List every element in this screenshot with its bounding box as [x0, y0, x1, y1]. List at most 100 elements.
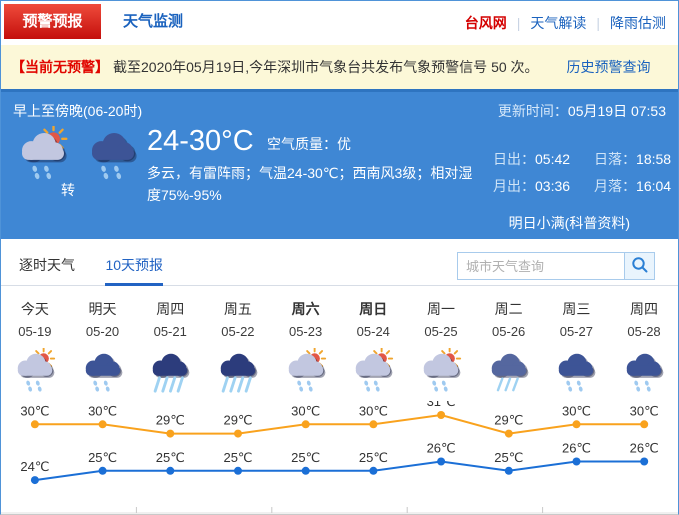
- top-bar: 预警预报 天气监测 台风网 | 天气解读 | 降雨估测: [1, 1, 678, 45]
- history-alert-link[interactable]: 历史预警查询: [566, 59, 651, 75]
- day-label: 周一: [426, 301, 455, 317]
- date-label: 05-23: [288, 324, 323, 339]
- tab-ten-day-forecast[interactable]: 10天预报: [105, 246, 164, 286]
- air-quality-label: 空气质量：: [267, 136, 337, 152]
- svg-text:26℃: 26℃: [562, 441, 591, 456]
- date-label: 05-26: [492, 324, 526, 339]
- svg-text:29℃: 29℃: [223, 413, 252, 428]
- sunset-value: 18:58: [636, 151, 672, 167]
- weather-icon-sun-rain: [15, 124, 71, 187]
- date-label: 05-25: [424, 324, 458, 339]
- forecast-day-column[interactable]: 周一 05-25: [407, 286, 475, 398]
- moonrise-label: 月出：: [493, 178, 535, 194]
- forecast-day-column[interactable]: 明天 05-20: [69, 286, 137, 398]
- forecast-day-column[interactable]: 周五 05-22: [204, 286, 272, 398]
- sunset-time: 日落：18:58: [594, 149, 671, 169]
- blue-divider: [1, 89, 678, 92]
- period-title: 早上至傍晚(06-20时): [13, 103, 143, 119]
- link-typhoon-net[interactable]: 台风网: [464, 15, 507, 31]
- day-label: 今天: [20, 301, 49, 317]
- forecast-day-column[interactable]: 周四 05-21: [136, 286, 204, 398]
- moonset-label: 月落：: [594, 178, 637, 194]
- temp-chart: 30℃ 30℃ 29℃ 29℃ 30℃ 30℃ 31℃ 29℃ 30℃ 30℃ 24℃ 25℃ 25℃ 2…: [1, 401, 678, 514]
- top-links: 台风网 | 天气解读 | 降雨估测: [465, 13, 666, 33]
- air-quality: 空气质量：优: [267, 134, 351, 154]
- forecast-day-column[interactable]: 周六 05-23: [272, 286, 340, 398]
- svg-text:31℃: 31℃: [427, 401, 456, 409]
- search-icon: [631, 256, 649, 277]
- search-button[interactable]: [624, 253, 654, 279]
- moonset-time: 月落：16:04: [594, 176, 671, 196]
- svg-text:25℃: 25℃: [291, 450, 320, 465]
- transition-label: 转: [61, 182, 75, 198]
- day-label: 周二: [494, 301, 523, 317]
- weather-icon-rain-cloud: [85, 126, 141, 187]
- forecast-tab-bar: 逐时天气 10天预报: [1, 246, 678, 286]
- svg-text:30℃: 30℃: [88, 403, 117, 418]
- date-label: 05-20: [85, 324, 120, 339]
- day-label: 周五: [223, 301, 252, 317]
- date-label: 05-21: [153, 324, 187, 339]
- svg-text:25℃: 25℃: [223, 450, 252, 465]
- svg-text:29℃: 29℃: [494, 413, 523, 428]
- day-label: 周日: [359, 301, 388, 317]
- weather-icon-cloud-rain-dots: [543, 348, 611, 398]
- separator: |: [516, 15, 521, 31]
- search-input[interactable]: [458, 253, 624, 279]
- almanac-link[interactable]: 明日小满(科普资料): [508, 215, 630, 231]
- separator: |: [596, 15, 600, 31]
- forecast-day-column[interactable]: 周三 05-27: [543, 286, 611, 398]
- link-rain-estimate[interactable]: 降雨估测: [610, 15, 666, 31]
- moonrise-time: 月出：03:36: [493, 176, 570, 196]
- ten-day-forecast: 今天 05-19 明天 05-20 周四 05-21 周五 05-22 周六 05-23 周日 05-…: [1, 286, 678, 514]
- current-weather-panel: 早上至傍晚(06-20时) 更新时间：05月19日 07:53 转 24-30°…: [1, 92, 678, 239]
- weather-icon-cloud-rain-heavy: [204, 348, 272, 398]
- svg-text:30℃: 30℃: [562, 403, 591, 418]
- update-time-label: 更新时间：: [497, 103, 568, 119]
- svg-text:25℃: 25℃: [156, 450, 185, 465]
- sun-moon-times: 日出：05:42 日落：18:58 月出：03:36 月落：16:04: [493, 149, 671, 196]
- weather-icon-cloud-rain-medium: [475, 348, 543, 398]
- svg-text:30℃: 30℃: [359, 403, 388, 418]
- forecast-day-column[interactable]: 周日 05-24: [339, 286, 407, 398]
- forecast-day-column[interactable]: 周二 05-26: [475, 286, 543, 398]
- alert-bar: 【当前无预警】 截至2020年05月19日,今年深圳市气象台共发布气象预警信号 …: [1, 45, 678, 89]
- link-weather-explain[interactable]: 天气解读: [530, 15, 587, 31]
- svg-text:25℃: 25℃: [359, 450, 388, 465]
- svg-text:30℃: 30℃: [291, 403, 320, 418]
- moonset-value: 16:04: [636, 178, 672, 194]
- day-label: 明天: [88, 301, 117, 317]
- svg-text:30℃: 30℃: [20, 403, 49, 418]
- tab-weather-monitor[interactable]: 天气监测: [123, 13, 184, 30]
- temp-range: 24-30°C: [147, 125, 254, 157]
- tab-hourly-weather[interactable]: 逐时天气: [19, 257, 75, 273]
- date-label: 05-28: [627, 324, 661, 339]
- weather-icon-sun-rain: [272, 348, 340, 398]
- weather-icon-sun-rain: [407, 348, 475, 398]
- weather-icon-cloud-rain-dots: [610, 348, 678, 398]
- svg-text:24℃: 24℃: [20, 459, 49, 474]
- date-label: 05-24: [356, 324, 390, 339]
- no-alert-badge: 【当前无预警】: [11, 59, 109, 75]
- forecast-day-column[interactable]: 今天 05-19: [1, 286, 69, 398]
- update-time-value: 05月19日 07:53: [567, 103, 666, 119]
- weather-icon-cloud-rain-heavy: [136, 348, 204, 398]
- city-search: [457, 252, 655, 280]
- day-label: 周四: [156, 301, 185, 317]
- sunset-label: 日落：: [594, 151, 637, 167]
- forecast-day-column[interactable]: 周四 05-28: [610, 286, 678, 398]
- svg-text:25℃: 25℃: [88, 450, 117, 465]
- svg-text:26℃: 26℃: [427, 441, 456, 456]
- sunrise-value: 05:42: [535, 151, 571, 167]
- date-label: 05-22: [221, 324, 255, 339]
- date-label: 05-27: [559, 324, 593, 339]
- svg-text:29℃: 29℃: [156, 413, 185, 428]
- weather-description: 多云，有雷阵雨；气温24-30℃；西南风3级；相对湿度75%-95%: [147, 165, 473, 203]
- sunrise-label: 日出：: [493, 151, 535, 167]
- tab-alert-forecast[interactable]: 预警预报: [4, 4, 101, 39]
- moonrise-value: 03:36: [535, 178, 571, 194]
- air-quality-value: 优: [337, 136, 351, 152]
- spacer: [1, 239, 678, 246]
- svg-text:26℃: 26℃: [630, 441, 659, 456]
